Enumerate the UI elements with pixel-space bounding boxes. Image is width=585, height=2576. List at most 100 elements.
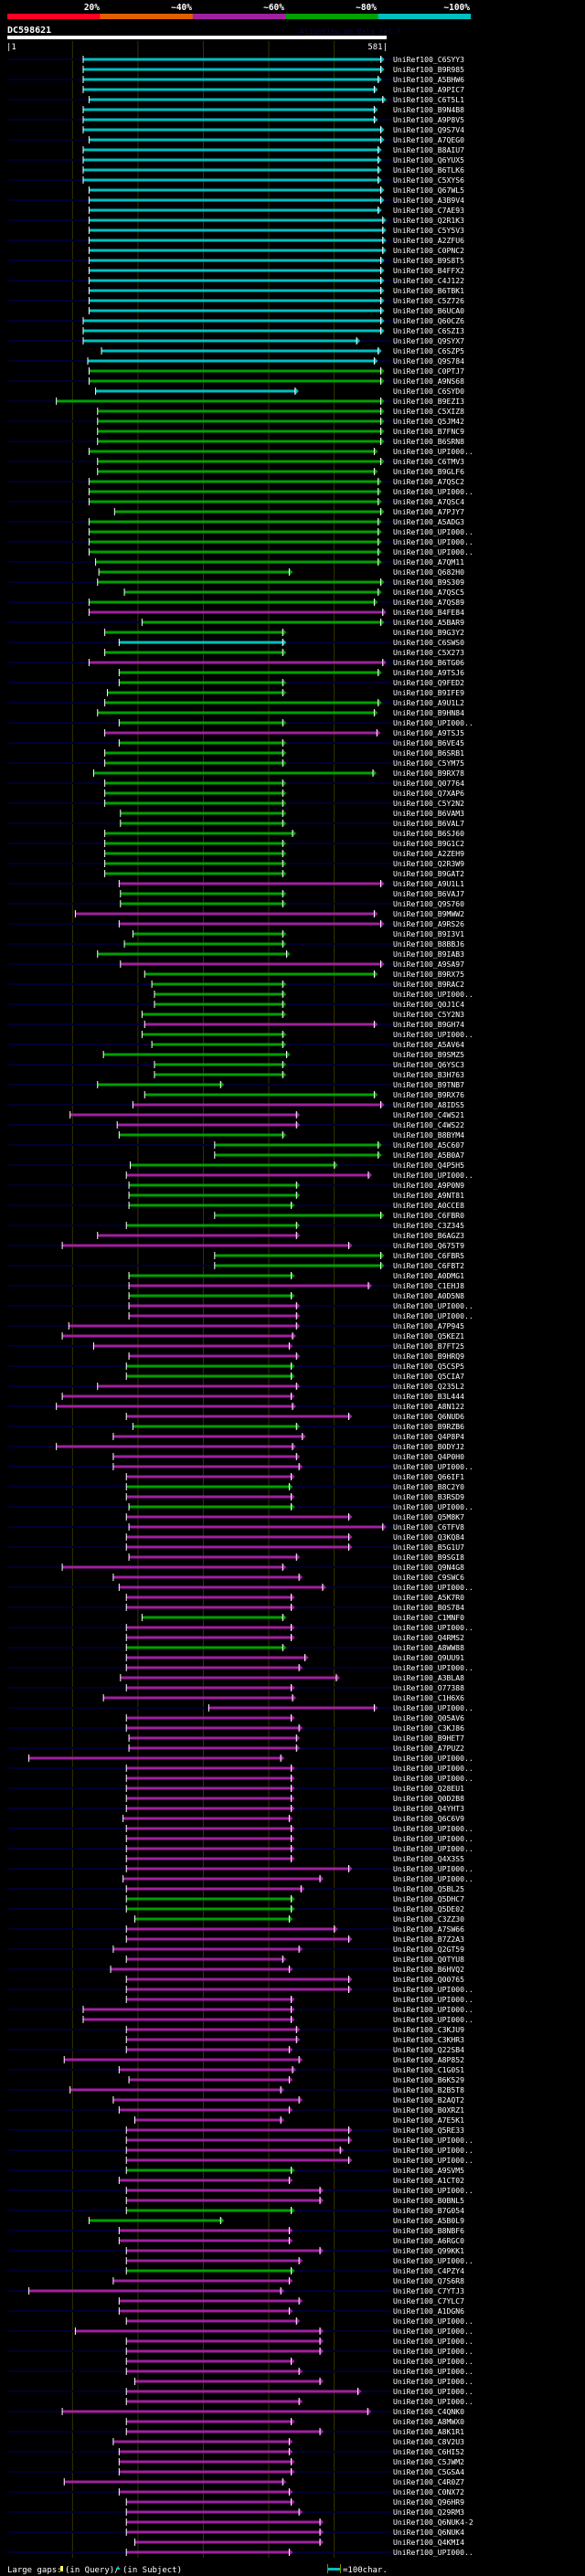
hit-label[interactable]: UniRef100_Q6NUK4 (393, 2528, 464, 2537)
hit-row[interactable]: UniRef100_B9GLF6 (97, 467, 464, 476)
hit-label[interactable]: UniRef100_Q5BL25 (393, 1884, 464, 1893)
hit-label[interactable]: UniRef100_Q5DHC7 (393, 1894, 464, 1903)
hit-label[interactable]: UniRef100_UPI000.. (393, 1995, 473, 2004)
hit-label[interactable]: UniRef100_UPI000.. (393, 1663, 473, 1672)
hit-row[interactable]: UniRef100_C6FBR0 (214, 1211, 464, 1220)
hit-label[interactable]: UniRef100_B8NBF6 (393, 2226, 464, 2235)
hit-row[interactable]: UniRef100_C4R0Z7 (63, 2477, 464, 2486)
hit-row[interactable]: UniRef100_A8WW88 (7, 1643, 464, 1652)
hit-row[interactable]: UniRef100_UPI000.. (7, 2387, 473, 2396)
hit-row[interactable]: UniRef100_B7G054 (7, 2206, 464, 2215)
hit-row[interactable]: UniRef100_B7FNC9 (97, 427, 464, 436)
hit-label[interactable]: UniRef100_C1H6X6 (393, 1693, 464, 1702)
hit-row[interactable]: UniRef100_A1DGN6 (7, 2306, 464, 2316)
hit-label[interactable]: UniRef100_C9SWC6 (393, 1573, 464, 1582)
hit-row[interactable]: UniRef100_A2ZFU6 (7, 236, 464, 245)
hit-row[interactable]: UniRef100_A3B9V4 (7, 196, 464, 205)
hit-row[interactable]: UniRef100_Q6YUX5 (7, 155, 464, 164)
hit-label[interactable]: UniRef100_UPI000.. (393, 2005, 473, 2014)
hit-label[interactable]: UniRef100_A9TSJ5 (393, 728, 464, 737)
hit-row[interactable]: UniRef100_UPI000.. (88, 527, 473, 536)
hit-label[interactable]: UniRef100_C5Y5V3 (393, 226, 464, 235)
hit-label[interactable]: UniRef100_A7E5K1 (393, 2115, 464, 2125)
hit-row[interactable]: UniRef100_B9I3V1 (132, 929, 464, 938)
hit-label[interactable]: UniRef100_UPI000.. (393, 2357, 473, 2366)
hit-label[interactable]: UniRef100_A5B0A7 (393, 1150, 464, 1160)
hit-row[interactable]: UniRef100_Q22SB4 (7, 2045, 464, 2054)
hit-row[interactable]: UniRef100_B9S8T5 (7, 256, 464, 265)
hit-row[interactable]: UniRef100_B8BBJ6 (7, 939, 464, 949)
hit-row[interactable]: UniRef100_A5BHW6 (7, 75, 464, 84)
hit-row[interactable]: UniRef100_UPI000.. (125, 1774, 473, 1783)
hit-row[interactable]: UniRef100_C1MNF0 (141, 1613, 464, 1622)
hit-label[interactable]: UniRef100_A9NS68 (393, 376, 464, 386)
hit-label[interactable]: UniRef100_UPI000.. (393, 2347, 473, 2356)
hit-label[interactable]: UniRef100_Q4P8P4 (393, 1432, 464, 1441)
hit-label[interactable]: UniRef100_UPI000.. (393, 1171, 473, 1180)
hit-row[interactable]: UniRef100_UPI000.. (7, 2548, 473, 2557)
hit-row[interactable]: UniRef100_A9TSJ6 (118, 668, 464, 677)
hit-row[interactable]: UniRef100_C5XIZ8 (97, 407, 464, 416)
hit-row[interactable]: UniRef100_C3KHR3 (125, 2035, 464, 2044)
hit-label[interactable]: UniRef100_A9P8V5 (393, 115, 464, 124)
hit-row[interactable]: UniRef100_Q96HR9 (125, 2497, 464, 2507)
hit-label[interactable]: UniRef100_UPI000.. (393, 2146, 473, 2155)
hit-row[interactable]: UniRef100_Q9SYX7 (7, 336, 464, 345)
hit-label[interactable]: UniRef100_Q00765 (393, 1975, 464, 1984)
hit-row[interactable]: UniRef100_Q5BL25 (7, 1884, 464, 1893)
hit-row[interactable]: UniRef100_C6FBR5 (214, 1251, 464, 1260)
hit-row[interactable]: UniRef100_C5YM75 (7, 758, 464, 768)
hit-row[interactable]: UniRef100_UPI000.. (7, 1824, 473, 1833)
hit-label[interactable]: UniRef100_Q9UU91 (393, 1653, 464, 1662)
hit-row[interactable]: UniRef100_C0NX72 (7, 2487, 464, 2496)
hit-row[interactable]: UniRef100_UPI000.. (88, 547, 473, 557)
hit-label[interactable]: UniRef100_A9P0N9 (393, 1181, 464, 1190)
hit-label[interactable]: UniRef100_B9RX75 (393, 970, 464, 979)
hit-row[interactable]: UniRef100_UPI000.. (154, 990, 473, 999)
hit-label[interactable]: UniRef100_B9RX78 (393, 769, 464, 778)
hit-row[interactable]: UniRef100_Q7S6R8 (112, 2276, 464, 2285)
hit-row[interactable]: UniRef100_C5GSA4 (7, 2467, 464, 2476)
hit-row[interactable]: UniRef100_UPI000.. (7, 2005, 473, 2014)
hit-label[interactable]: UniRef100_Q0J1C4 (393, 1000, 464, 1009)
hit-label[interactable]: UniRef100_UPI000.. (393, 1774, 473, 1783)
hit-row[interactable]: UniRef100_UPI000.. (125, 1995, 473, 2004)
hit-row[interactable]: UniRef100_C6T5L1 (7, 95, 464, 104)
hit-row[interactable]: UniRef100_UPI000.. (7, 1301, 473, 1310)
hit-label[interactable]: UniRef100_Q0D2B8 (393, 1794, 464, 1803)
hit-row[interactable]: UniRef100_C0PTJ7 (88, 366, 464, 376)
hit-row[interactable]: UniRef100_B8NBF6 (7, 2226, 464, 2235)
hit-row[interactable]: UniRef100_A7QSC2 (7, 477, 464, 486)
hit-label[interactable]: UniRef100_A9PIC7 (393, 85, 464, 94)
hit-label[interactable]: UniRef100_Q6C6V9 (393, 1814, 464, 1823)
hit-row[interactable]: UniRef100_B8AIU7 (82, 145, 465, 154)
hit-label[interactable]: UniRef100_B9SGI8 (393, 1553, 464, 1562)
hit-label[interactable]: UniRef100_B3RSD9 (393, 1492, 464, 1501)
hit-label[interactable]: UniRef100_UPI000.. (393, 2387, 473, 2396)
hit-row[interactable]: UniRef100_Q99KK1 (7, 2246, 464, 2255)
hit-label[interactable]: UniRef100_B6UCA0 (393, 306, 464, 315)
hit-row[interactable]: UniRef100_C6SYD0 (95, 387, 464, 396)
hit-label[interactable]: UniRef100_UPI000.. (393, 2548, 473, 2557)
hit-label[interactable]: UniRef100_B6VAJ7 (393, 889, 464, 898)
hit-label[interactable]: UniRef100_A9SVM5 (393, 2166, 464, 2175)
hit-label[interactable]: UniRef100_A9TSJ6 (393, 668, 464, 677)
hit-row[interactable]: UniRef100_C4WS22 (7, 1120, 464, 1129)
hit-label[interactable]: UniRef100_Q22SB4 (393, 2045, 464, 2054)
hit-label[interactable]: UniRef100_B8BYM4 (393, 1130, 464, 1140)
hit-label[interactable]: UniRef100_UPI000.. (393, 1583, 473, 1592)
hit-label[interactable]: UniRef100_C3KHR3 (393, 2035, 464, 2044)
hit-row[interactable]: UniRef100_A9SVM5 (7, 2166, 464, 2175)
hit-label[interactable]: UniRef100_A3BLA8 (393, 1673, 464, 1682)
hit-label[interactable]: UniRef100_A7QS89 (393, 598, 464, 607)
hit-row[interactable]: UniRef100_B9N4B8 (82, 105, 465, 114)
hit-row[interactable]: UniRef100_B9G1C2 (7, 839, 464, 848)
hit-label[interactable]: UniRef100_A5K7R0 (393, 1593, 464, 1602)
hit-label[interactable]: UniRef100_UPI000.. (393, 1764, 473, 1773)
hit-label[interactable]: UniRef100_B8BBJ6 (393, 939, 464, 949)
hit-row[interactable]: UniRef100_B8C2Y0 (7, 1482, 464, 1491)
hit-label[interactable]: UniRef100_UPI000.. (393, 537, 473, 546)
hit-label[interactable]: UniRef100_Q7S6R8 (393, 2276, 464, 2285)
hit-row[interactable]: UniRef100_B2AQT2 (112, 2095, 464, 2104)
hit-row[interactable]: UniRef100_B9RAC2 (7, 980, 464, 989)
